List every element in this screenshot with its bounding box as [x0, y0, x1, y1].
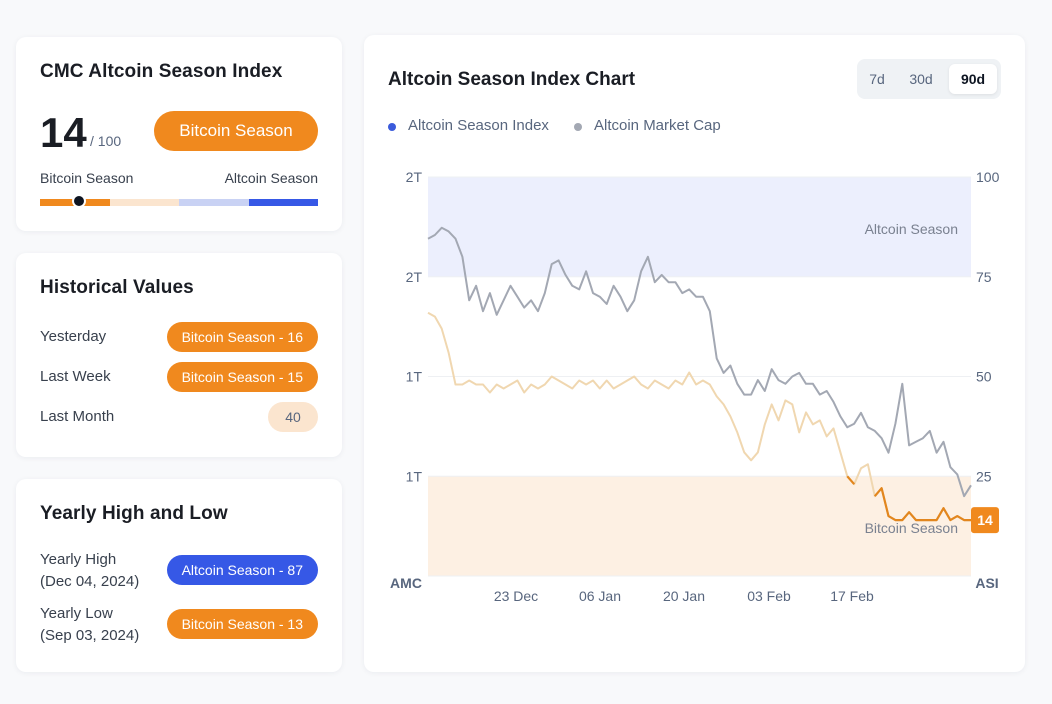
current-value-tag — [971, 507, 999, 534]
history-value: Bitcoin Season - 15 — [166, 362, 318, 392]
left-axis-label: AMC — [390, 575, 422, 591]
scale-segment-light-blue — [179, 199, 249, 206]
yearly-low-label: Yearly Low — [40, 605, 113, 622]
history-row-last-month: Last Month 40 — [40, 402, 318, 432]
season-index-line-bitcoin-zone — [873, 487, 971, 522]
yearly-high-low-card: Yearly High and Low Yearly High (Dec 04,… — [16, 479, 342, 672]
historical-values-card: Historical Values Yesterday Bitcoin Seas… — [16, 253, 342, 457]
altcoin-season-chart: Altcoin Season Bitcoin Season 2T 2T 1T 1T 100 7… — [390, 169, 1000, 604]
legend-dot-market-cap — [574, 123, 582, 131]
scale-segment-altcoin — [248, 199, 318, 206]
legend-label: Altcoin Season Index — [408, 117, 549, 134]
history-label: Yesterday — [40, 328, 107, 345]
history-label: Last Week — [40, 368, 111, 385]
legend-label: Altcoin Market Cap — [594, 117, 721, 134]
yearly-high-date: (Dec 04, 2024) — [40, 573, 140, 590]
score-value: 14 — [40, 109, 87, 156]
timeframe-7d-button[interactable]: 7d — [869, 71, 885, 87]
scale-label-left: Bitcoin Season — [40, 170, 134, 186]
yearly-low-label-group: Yearly Low (Sep 03, 2024) — [40, 603, 139, 647]
chart-title: Altcoin Season Index Chart — [388, 69, 636, 90]
x-axis-tick: 23 Dec — [494, 588, 538, 604]
altcoin-season-band — [428, 177, 971, 277]
history-row-yesterday: Yesterday Bitcoin Season - 16 — [40, 322, 318, 352]
right-axis-tick: 75 — [976, 269, 992, 285]
history-label: Last Month — [40, 408, 115, 425]
history-row-last-week: Last Week Bitcoin Season - 15 — [40, 362, 318, 392]
card-title: Historical Values — [40, 277, 194, 298]
current-value-label: 14 — [977, 512, 993, 528]
altcoin-season-index-card: CMC Altcoin Season Index 14 / 100 Bitcoi… — [16, 37, 342, 231]
left-axis-tick: 1T — [406, 369, 423, 385]
scale-label-right: Altcoin Season — [224, 170, 318, 186]
right-axis-tick: 50 — [976, 369, 992, 385]
timeframe-30d-button[interactable]: 30d — [909, 71, 933, 87]
x-axis-tick: 06 Jan — [579, 588, 621, 604]
x-axis-tick: 03 Feb — [747, 588, 791, 604]
band-label-bitcoin: Bitcoin Season — [865, 520, 958, 536]
timeframe-selector: 7d 30d 90d — [857, 59, 1001, 99]
market-cap-line — [427, 226, 972, 498]
score-row: 14 / 100 Bitcoin Season — [40, 111, 318, 155]
right-axis-label: ASI — [975, 575, 998, 591]
score-max: / 100 — [90, 133, 122, 149]
yearly-high-label: Yearly High — [40, 551, 117, 568]
yearly-low-value: Bitcoin Season - 13 — [166, 609, 318, 639]
card-title: CMC Altcoin Season Index — [40, 61, 283, 82]
right-axis-tick: 25 — [976, 468, 992, 484]
yearly-high-row: Yearly High (Dec 04, 2024) Altcoin Seaso… — [40, 549, 318, 593]
bitcoin-season-band — [428, 476, 971, 576]
yearly-low-row: Yearly Low (Sep 03, 2024) Bitcoin Season… — [40, 603, 318, 647]
card-title: Yearly High and Low — [40, 503, 228, 524]
scale-marker — [71, 194, 86, 208]
right-axis-tick: 100 — [976, 169, 1000, 185]
yearly-low-date: (Sep 03, 2024) — [40, 627, 140, 644]
timeframe-90d-button[interactable]: 90d — [949, 64, 997, 94]
season-index-line-bitcoin-zone — [846, 475, 856, 485]
left-axis-tick: 2T — [406, 169, 423, 185]
left-axis-tick: 1T — [406, 468, 423, 484]
left-axis-tick: 2T — [406, 269, 423, 285]
band-label-altcoin: Altcoin Season — [865, 221, 958, 237]
index-chart-card: Altcoin Season Index Chart 7d 30d 90d Al… — [364, 35, 1025, 672]
x-axis-tick: 17 Feb — [830, 588, 874, 604]
season-badge: Bitcoin Season — [154, 111, 318, 151]
season-scale-bar — [40, 194, 318, 208]
yearly-high-value: Altcoin Season - 87 — [166, 555, 318, 585]
scale-segment-light-orange — [109, 199, 179, 206]
yearly-high-label-group: Yearly High (Dec 04, 2024) — [40, 549, 139, 593]
history-value: 40 — [268, 402, 318, 432]
history-value: Bitcoin Season - 16 — [166, 322, 318, 352]
x-axis-tick: 20 Jan — [663, 588, 705, 604]
legend-dot-index — [388, 123, 396, 131]
